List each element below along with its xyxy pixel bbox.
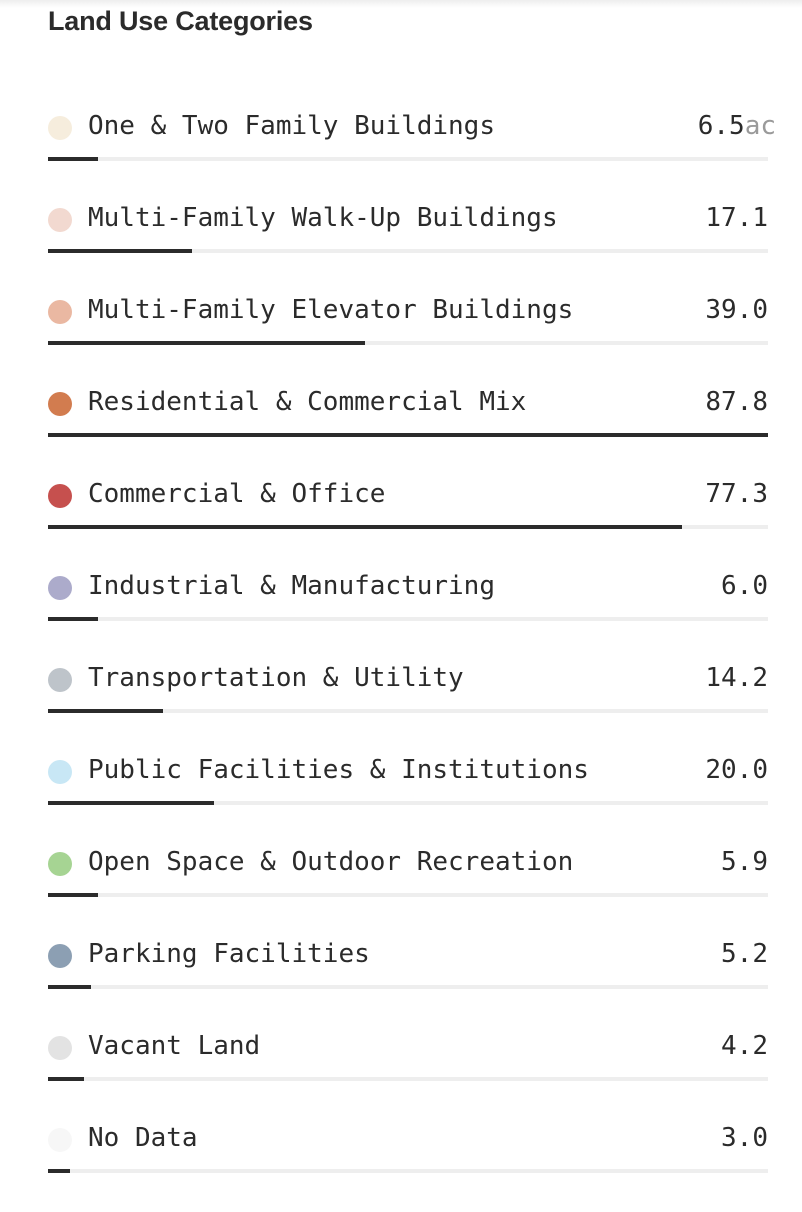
category-label: Parking Facilities	[88, 939, 370, 969]
category-label: Multi-Family Walk-Up Buildings	[88, 203, 558, 233]
category-value: 77.3	[705, 479, 768, 509]
category-color-swatch	[48, 484, 72, 508]
category-value-unit: ac	[744, 111, 776, 141]
category-value: 17.1	[705, 203, 768, 233]
panel-top-shadow	[0, 0, 802, 8]
category-value: 20.0	[705, 755, 768, 785]
category-label: One & Two Family Buildings	[88, 111, 495, 141]
category-color-swatch	[48, 852, 72, 876]
category-bar-fill	[48, 1077, 84, 1081]
category-bar-track	[48, 801, 768, 805]
category-value: 14.2	[705, 663, 768, 693]
category-row[interactable]: Transportation & Utility 14.2	[48, 658, 768, 718]
category-color-swatch	[48, 392, 72, 416]
category-row[interactable]: Multi-Family Walk-Up Buildings 17.1	[48, 198, 768, 258]
category-value: 5.9	[721, 847, 768, 877]
category-bar-fill	[48, 249, 192, 253]
category-bar-fill	[48, 893, 99, 897]
category-label: Residential & Commercial Mix	[88, 387, 527, 417]
category-label: Industrial & Manufacturing	[88, 571, 495, 601]
panel-title: Land Use Categories	[48, 6, 313, 36]
category-row[interactable]: One & Two Family Buildings 6.5ac	[48, 106, 776, 166]
category-row[interactable]: Vacant Land 4.2	[48, 1026, 768, 1086]
category-label: Transportation & Utility	[88, 663, 464, 693]
category-bar-fill	[48, 157, 99, 161]
category-bar-fill	[48, 525, 682, 529]
category-color-swatch	[48, 668, 72, 692]
category-bar-track	[48, 525, 768, 529]
category-label: Multi-Family Elevator Buildings	[88, 295, 574, 325]
category-bar-track	[48, 985, 768, 989]
category-color-swatch	[48, 116, 72, 140]
category-color-swatch	[48, 300, 72, 324]
category-value: 3.0	[721, 1123, 768, 1153]
category-row[interactable]: Open Space & Outdoor Recreation 5.9	[48, 842, 768, 902]
category-color-swatch	[48, 576, 72, 600]
category-bar-fill	[48, 801, 214, 805]
category-label: No Data	[88, 1123, 198, 1153]
category-bar-track	[48, 433, 768, 437]
category-color-swatch	[48, 1128, 72, 1152]
category-color-swatch	[48, 760, 72, 784]
category-bar-fill	[48, 1169, 70, 1173]
category-color-swatch	[48, 1036, 72, 1060]
category-bar-fill	[48, 985, 92, 989]
category-label: Public Facilities & Institutions	[88, 755, 589, 785]
category-bar-fill	[48, 341, 365, 345]
category-value-number: 6.5	[697, 111, 745, 141]
category-label: Open Space & Outdoor Recreation	[88, 847, 574, 877]
category-bar-track	[48, 893, 768, 897]
category-row[interactable]: Industrial & Manufacturing 6.0	[48, 566, 768, 626]
category-bar-track	[48, 709, 768, 713]
category-color-swatch	[48, 208, 72, 232]
category-value: 87.8	[705, 387, 768, 417]
category-value: 6.5ac	[698, 111, 776, 141]
category-label: Commercial & Office	[88, 479, 386, 509]
category-bar-fill	[48, 433, 768, 437]
category-bar-track	[48, 1077, 768, 1081]
category-row[interactable]: Residential & Commercial Mix 87.8	[48, 382, 768, 442]
category-bar-track	[48, 617, 768, 621]
category-bar-track	[48, 341, 768, 345]
category-row[interactable]: Public Facilities & Institutions 20.0	[48, 750, 768, 810]
category-bar-track	[48, 157, 768, 161]
category-bar-fill	[48, 709, 164, 713]
category-bar-track	[48, 249, 768, 253]
category-row[interactable]: Parking Facilities 5.2	[48, 934, 768, 994]
category-value: 4.2	[721, 1031, 768, 1061]
category-row[interactable]: Commercial & Office 77.3	[48, 474, 768, 534]
category-row[interactable]: Multi-Family Elevator Buildings 39.0	[48, 290, 768, 350]
category-value: 6.0	[721, 571, 768, 601]
category-bar-fill	[48, 617, 99, 621]
category-value: 39.0	[705, 295, 768, 325]
category-label: Vacant Land	[88, 1031, 261, 1061]
category-color-swatch	[48, 944, 72, 968]
category-row[interactable]: No Data 3.0	[48, 1118, 768, 1178]
category-value: 5.2	[721, 939, 768, 969]
category-bar-track	[48, 1169, 768, 1173]
